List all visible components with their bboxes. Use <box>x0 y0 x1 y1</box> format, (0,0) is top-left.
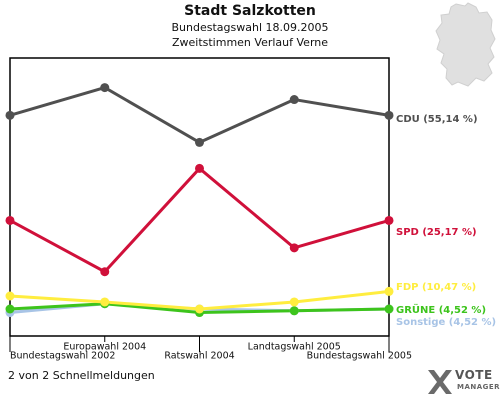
data-point <box>289 95 299 105</box>
x-tick-label: Europawahl 2004 <box>63 341 146 352</box>
legend-label: GRÜNE (4,52 %) <box>396 302 486 316</box>
series-lines <box>9 86 390 315</box>
data-point <box>100 83 110 93</box>
data-point <box>384 215 394 225</box>
data-point <box>289 306 299 316</box>
legend-label: Sonstige (4,52 %) <box>396 317 496 328</box>
logo-text-vote: VOTE <box>455 368 493 382</box>
vote-manager-logo: VOTE MANAGER <box>425 365 500 399</box>
chart-subtitle: Bundestagswahl 18.09.2005 <box>171 21 329 34</box>
vote-manager-logo-icon <box>428 370 452 394</box>
x-tick-label: Bundestagswahl 2005 <box>307 350 412 361</box>
legend-label: SPD (25,17 %) <box>396 227 477 238</box>
data-point <box>5 304 15 314</box>
x-tick-label: Landtagswahl 2005 <box>248 341 341 352</box>
data-point <box>195 137 204 147</box>
chart-title: Stadt Salzkotten <box>184 3 316 19</box>
germany-map-icon <box>435 2 496 87</box>
header: Stadt Salzkotten Bundestagswahl 18.09.20… <box>80 3 420 50</box>
data-point <box>5 215 15 225</box>
logo-text-manager: MANAGER <box>457 383 500 391</box>
data-point <box>384 286 394 296</box>
data-point <box>5 291 15 301</box>
legend-label: FDP (10,47 %) <box>396 282 476 293</box>
chart-subtitle-2: Zweitstimmen Verlauf Verne <box>171 36 329 49</box>
data-point <box>384 304 394 314</box>
series-line <box>9 86 390 144</box>
data-point <box>100 297 110 307</box>
data-point <box>100 267 110 277</box>
data-point <box>5 110 15 120</box>
series-points <box>5 83 394 318</box>
legend-label: CDU (55,14 %) <box>396 114 478 125</box>
x-tick-label: Ratswahl 2004 <box>164 350 234 361</box>
tick-layer: Europawahl 2004 Landtagswahl 2005Bundesta… <box>9 336 412 361</box>
data-point <box>384 110 394 120</box>
data-point <box>195 304 204 314</box>
x-tick-label: Bundestagswahl 2002 <box>10 350 115 361</box>
legend: CDU (55,14 %) SPD (25,17 %) FDP (10,47 %) G… <box>396 114 496 328</box>
data-point <box>289 297 299 307</box>
series-line <box>9 166 390 274</box>
pager-text: 2 von 2 Schnellmeldungen <box>8 369 155 382</box>
data-point <box>195 163 204 173</box>
data-point <box>289 243 299 253</box>
